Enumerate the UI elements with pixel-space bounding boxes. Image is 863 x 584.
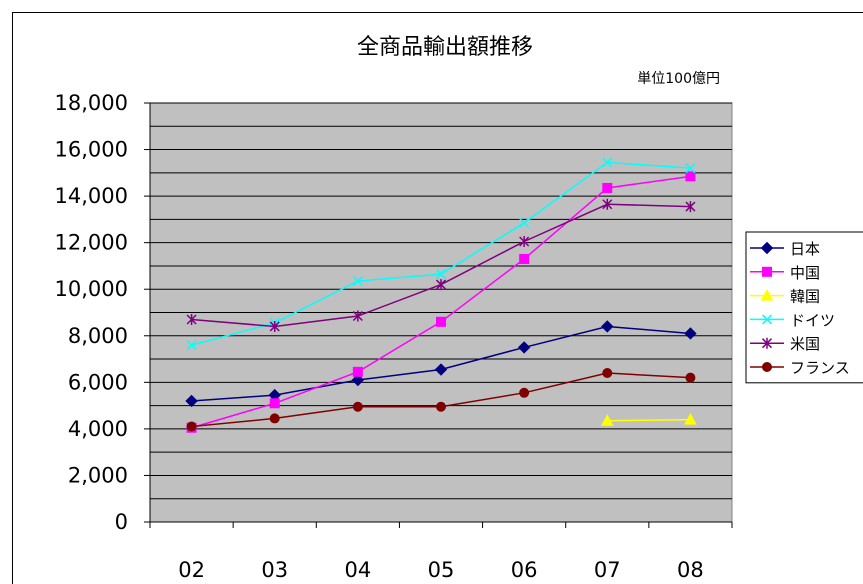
data-point <box>761 314 773 325</box>
data-point <box>351 373 365 387</box>
y-tick-label: 4,000 <box>68 417 128 441</box>
chart-title: 全商品輸出額推移 <box>357 35 533 60</box>
data-point <box>186 421 197 432</box>
y-tick-label: 14,000 <box>55 184 128 208</box>
data-point <box>762 362 772 372</box>
data-point <box>685 163 696 174</box>
data-point <box>519 387 530 398</box>
legend-item: フランス <box>750 359 850 377</box>
data-point <box>519 253 530 264</box>
data-point <box>762 266 772 277</box>
x-tick-label: 02 <box>178 558 205 582</box>
data-point <box>684 327 697 340</box>
y-tick-label: 6,000 <box>68 370 128 394</box>
data-point <box>269 320 280 332</box>
legend-label: 米国 <box>790 335 820 353</box>
x-tick-label: 08 <box>677 558 704 582</box>
y-tick-label: 16,000 <box>55 138 128 162</box>
data-point <box>602 157 613 168</box>
data-point <box>434 363 448 376</box>
legend-item: ドイツ <box>750 311 835 329</box>
legend-label: フランス <box>790 359 850 377</box>
x-tick-label: 03 <box>261 558 288 582</box>
data-point <box>435 269 447 280</box>
data-point <box>352 366 363 377</box>
data-point <box>685 171 696 182</box>
y-tick-label: 8,000 <box>68 324 128 348</box>
data-point <box>684 413 697 425</box>
axes: 0 2,000 4,000 6,000 8,000 10,000 12,000 14,000 1… <box>55 91 733 582</box>
y-tick-label: 18,000 <box>55 91 128 115</box>
data-point <box>269 413 280 424</box>
data-point <box>601 320 614 333</box>
legend-box <box>745 231 863 384</box>
data-point <box>602 182 613 193</box>
data-point <box>519 217 530 228</box>
y-tick-label: 0 <box>115 510 128 534</box>
y-tick-label: 2,000 <box>68 463 128 487</box>
series-layer <box>185 157 697 433</box>
series-1 <box>185 320 697 408</box>
data-point <box>436 316 446 327</box>
legend-label: 日本 <box>790 240 820 258</box>
data-point <box>352 401 363 412</box>
data-point <box>602 368 613 379</box>
data-point <box>186 340 197 351</box>
data-point <box>352 310 363 322</box>
series-line <box>607 418 691 422</box>
x-tick-label: 04 <box>344 558 371 582</box>
x-tick-label: 07 <box>594 558 621 582</box>
data-point <box>519 236 530 248</box>
legend-label: 中国 <box>790 264 820 282</box>
data-point <box>685 201 696 213</box>
series-2 <box>186 171 696 433</box>
data-point <box>352 276 363 287</box>
data-point <box>602 198 613 210</box>
data-point <box>760 289 774 301</box>
data-point <box>269 398 280 409</box>
data-point <box>685 372 696 383</box>
data-point <box>517 341 531 354</box>
plot-area <box>149 102 733 523</box>
data-point <box>436 401 446 412</box>
legend-item: 中国 <box>750 264 820 282</box>
data-point <box>761 337 773 349</box>
legend-item: 韓国 <box>750 288 820 306</box>
data-point <box>760 241 774 255</box>
legend-item: 米国 <box>750 335 820 353</box>
y-tick-label: 10,000 <box>55 277 128 301</box>
legend-label: ドイツ <box>790 311 835 329</box>
data-point <box>435 279 447 291</box>
y-tick-label: 12,000 <box>55 231 128 255</box>
series-3 <box>600 413 697 426</box>
series-5 <box>186 198 696 332</box>
series-6 <box>186 368 696 432</box>
legend-item: 日本 <box>750 240 820 258</box>
x-tick-label: 05 <box>428 558 455 582</box>
data-point <box>186 313 197 325</box>
data-point <box>600 414 614 426</box>
x-tick-label: 06 <box>511 558 538 582</box>
legend-label: 韓国 <box>790 288 820 306</box>
data-point <box>185 394 198 408</box>
unit-label: 単位100億円 <box>637 71 720 87</box>
